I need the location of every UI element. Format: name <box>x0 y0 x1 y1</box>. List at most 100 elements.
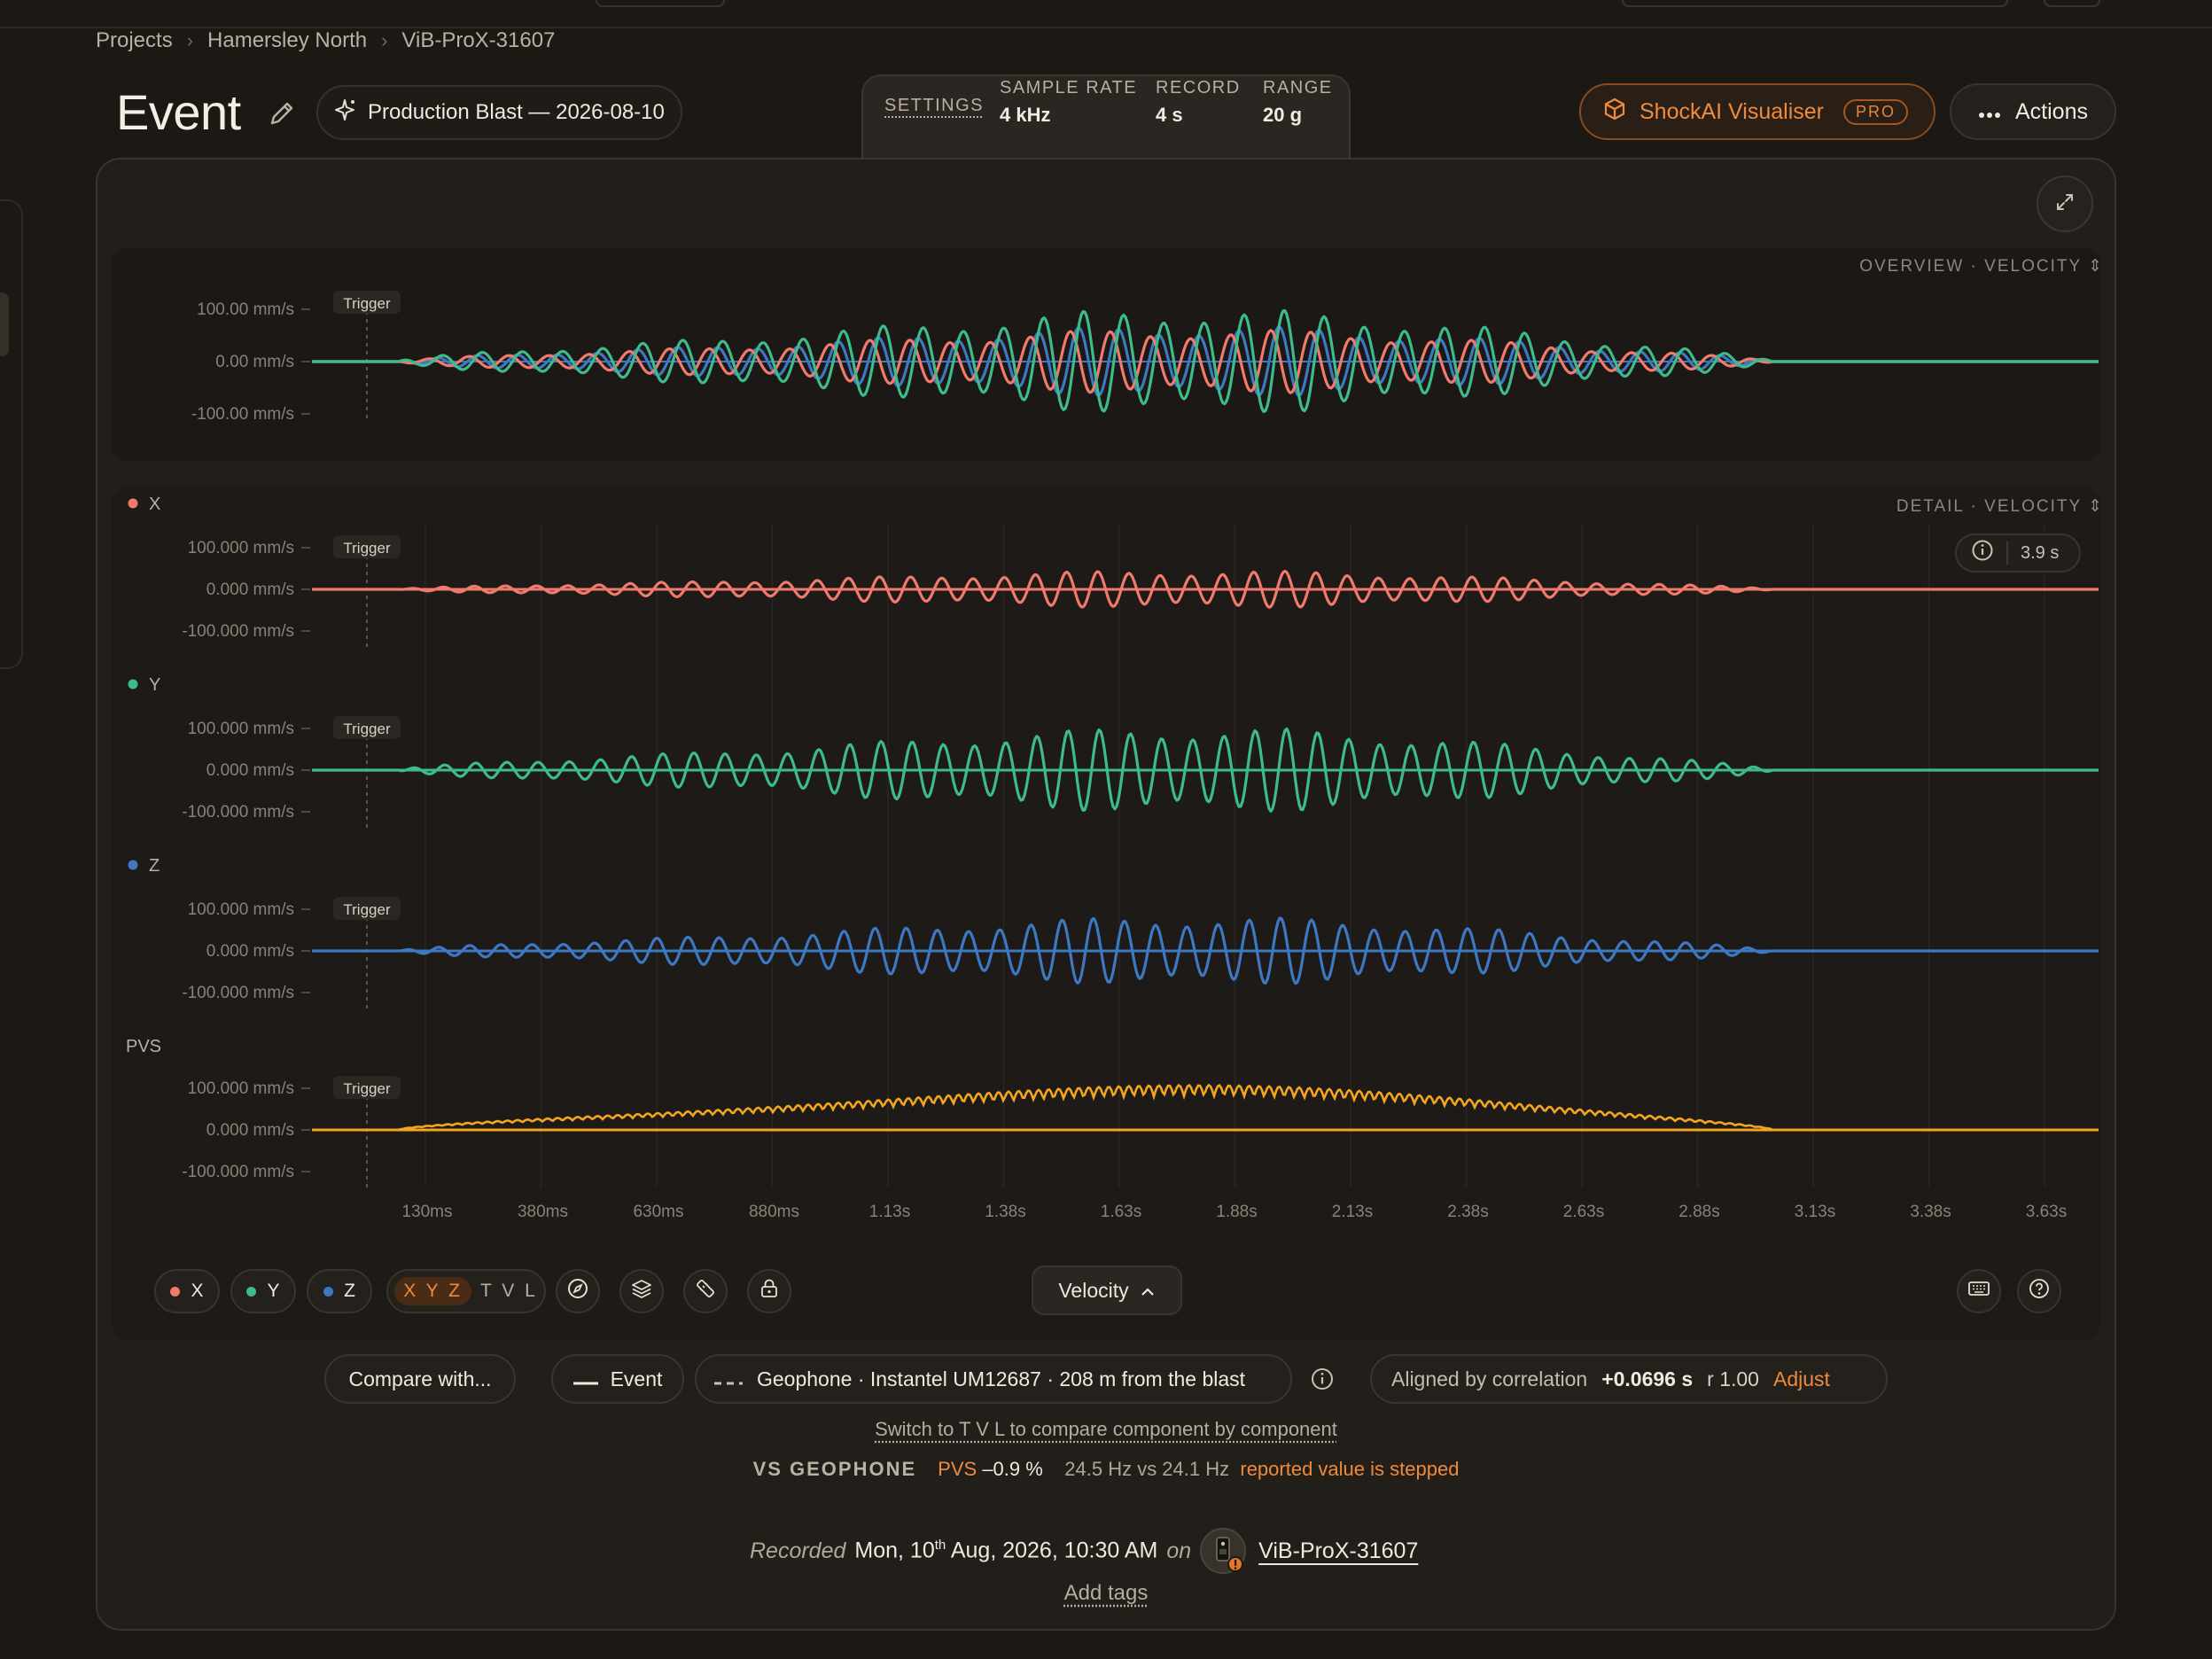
vs-label: VS GEOPHONE <box>752 1458 917 1480</box>
blast-chip[interactable]: Production Blast — 2026-08-10 <box>316 85 682 140</box>
pvs-label: PVS <box>938 1458 977 1480</box>
channel-y-label: Y <box>149 675 160 695</box>
lock-icon <box>758 1277 781 1305</box>
setting-label: RANGE <box>1263 78 1333 97</box>
compare-with-button[interactable]: Compare with... <box>324 1354 516 1404</box>
updown-icon: ⇕ <box>2088 257 2104 276</box>
breadcrumb: Projects › Hamersley North › ViB-ProX-31… <box>96 28 555 53</box>
detail-pvs-y-tick-label: 100.000 mm/s <box>188 1079 294 1098</box>
detail-0-y-tick-label: 100.000 mm/s <box>188 539 294 557</box>
trigger-badge <box>333 1076 401 1099</box>
toggle-y-button[interactable]: Y <box>230 1269 296 1313</box>
pro-badge: PRO <box>1842 98 1908 125</box>
updown-icon: ⇕ <box>2088 497 2104 516</box>
channel-series-x <box>312 569 2099 609</box>
trigger-badge <box>333 291 401 314</box>
x-tick-label: 2.13s <box>1332 1203 1373 1221</box>
overview-tag-label: OVERVIEW · VELOCITY <box>1859 257 2082 276</box>
compass-button[interactable] <box>556 1269 600 1313</box>
x-dot <box>170 1286 181 1297</box>
chevron-up-icon <box>1140 1279 1156 1303</box>
toggle-x-label: X <box>191 1281 204 1301</box>
overview-y-tick-label: 0.00 mm/s <box>215 353 294 371</box>
settings-link[interactable]: SETTINGS <box>884 96 985 115</box>
channel-series-z <box>312 916 2099 985</box>
channel-series-y <box>312 727 2099 813</box>
chevron-right-icon: › <box>381 29 388 51</box>
recorded-line: Recorded Mon, 10th Aug, 2026, 10:30 AM o… <box>750 1528 1418 1574</box>
expand-button[interactable] <box>2037 175 2093 232</box>
actions-label: Actions <box>2015 98 2088 124</box>
left-rail-tab[interactable] <box>0 292 9 356</box>
overview-tag[interactable]: OVERVIEW · VELOCITY ⇕ <box>1859 256 2104 276</box>
tvl-option[interactable]: T V L <box>479 1281 538 1301</box>
pill-divider <box>2006 541 2008 565</box>
actions-button[interactable]: Actions <box>1950 83 2116 140</box>
event-legend-label: Event <box>610 1367 663 1390</box>
x-tick-label: 1.88s <box>1216 1203 1257 1221</box>
chevron-right-icon: › <box>186 29 194 51</box>
switch-tvl-link[interactable]: Switch to T V L to compare component by … <box>875 1418 1337 1440</box>
setting-record: RECORD 4 s <box>1156 78 1241 127</box>
pvs-series <box>312 1083 2099 1132</box>
toggle-x-button[interactable]: X <box>154 1269 220 1313</box>
blast-chip-label: Production Blast — 2026-08-10 <box>368 100 665 124</box>
detail-2-y-tick-label: -100.000 mm/s <box>182 984 294 1002</box>
expand-icon <box>2053 191 2076 218</box>
overview-y-series <box>312 309 2099 414</box>
device-avatar <box>1200 1528 1247 1574</box>
waveform-charts: 100.00 mm/s 0.00 mm/s -100.00 mm/s Trigger X… <box>126 291 2099 1221</box>
breadcrumb-projects[interactable]: Projects <box>96 28 173 52</box>
axis-mode-toggle[interactable]: X Y Z T V L <box>386 1269 546 1313</box>
pvs-delta: –0.9 % <box>982 1458 1043 1480</box>
xyz-option[interactable]: X Y Z <box>394 1277 471 1305</box>
aligned-offset: +0.0696 s <box>1601 1367 1694 1390</box>
x-tick-label: 130ms <box>401 1203 452 1221</box>
channel-x-label: X <box>149 495 160 514</box>
trigger-label: Trigger <box>343 720 391 737</box>
detail-0-y-tick-label: 0.000 mm/s <box>206 580 294 599</box>
shockai-visualiser-button[interactable]: ShockAI Visualiser PRO <box>1579 83 1936 140</box>
layers-button[interactable] <box>619 1269 664 1313</box>
keyboard-icon <box>1967 1278 1991 1305</box>
x-tick-label: 880ms <box>749 1203 799 1221</box>
pencil-icon[interactable] <box>264 96 300 131</box>
x-tick-label: 3.63s <box>2026 1203 2067 1221</box>
toggle-z-button[interactable]: Z <box>307 1269 372 1313</box>
breadcrumb-device[interactable]: ViB-ProX-31607 <box>401 28 556 52</box>
geophone-legend[interactable]: Geophone · Instantel UM12687 · 208 m fro… <box>695 1354 1292 1404</box>
detail-tag[interactable]: DETAIL · VELOCITY ⇕ <box>1897 496 2104 517</box>
recorded-datetime: Mon, 10th Aug, 2026, 10:30 AM <box>854 1538 1157 1563</box>
unit-select-button[interactable]: Velocity <box>1032 1266 1182 1315</box>
detail-tag-label: DETAIL · VELOCITY <box>1896 497 2082 516</box>
lock-button[interactable] <box>747 1269 791 1313</box>
trigger-badge <box>333 897 401 920</box>
setting-range: RANGE 20 g <box>1263 78 1333 127</box>
breadcrumb-site[interactable]: Hamersley North <box>207 28 368 52</box>
help-icon <box>2028 1277 2051 1305</box>
settings-panel <box>861 74 1351 160</box>
setting-sample-rate: SAMPLE RATE 4 kHz <box>1000 78 1137 127</box>
trigger-label: Trigger <box>343 901 391 918</box>
window-info-pill[interactable]: 3.9 s <box>1955 534 2081 572</box>
shockai-label: ShockAI Visualiser <box>1640 98 1824 124</box>
ruler-button[interactable] <box>683 1269 728 1313</box>
help-button[interactable] <box>2017 1269 2061 1313</box>
sparkle-icon <box>332 97 357 129</box>
add-tags: Add tags <box>0 1581 2212 1606</box>
cube-icon <box>1602 97 1627 128</box>
recorded-rest: Aug, 2026, 10:30 AM <box>946 1538 1158 1563</box>
adjust-link[interactable]: Adjust <box>1772 1367 1830 1390</box>
recorded-prefix: Recorded <box>750 1538 846 1563</box>
detail-pvs-y-tick-label: -100.000 mm/s <box>182 1163 294 1181</box>
add-tags-link[interactable]: Add tags <box>1063 1581 1149 1605</box>
device-link[interactable]: ViB-ProX-31607 <box>1258 1538 1419 1563</box>
setting-value: 4 kHz <box>1000 104 1051 126</box>
compare-info-icon[interactable] <box>1310 1367 1335 1396</box>
overview-y-tick-label: 100.00 mm/s <box>197 300 294 319</box>
dashed-line-icon <box>714 1367 743 1391</box>
event-legend[interactable]: Event <box>551 1354 684 1404</box>
trigger-label: Trigger <box>343 1080 391 1097</box>
keyboard-shortcuts-button[interactable] <box>1957 1269 2001 1313</box>
channel-z-dot <box>128 860 138 870</box>
